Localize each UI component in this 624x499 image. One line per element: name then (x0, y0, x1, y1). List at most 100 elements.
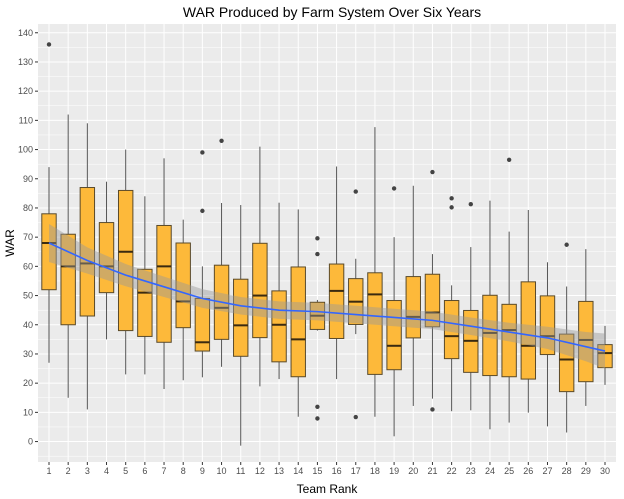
y-tick-label: 20 (23, 378, 33, 388)
y-tick-label: 90 (23, 174, 33, 184)
y-tick-label: 70 (23, 232, 33, 242)
box-iqr (482, 294, 498, 377)
x-axis-label: Team Rank (297, 482, 359, 496)
box-26 (520, 210, 537, 413)
box-iqr (271, 290, 287, 363)
smooth-line (48, 242, 606, 352)
box-iqr (79, 187, 96, 317)
x-tick-label: 9 (200, 466, 205, 476)
box-iqr (501, 303, 517, 378)
outlier-point (353, 414, 358, 420)
x-tick-label: 11 (236, 466, 245, 476)
boxes (41, 42, 613, 446)
outlier-point (449, 205, 454, 210)
x-tick-label: 14 (293, 466, 303, 476)
box-8 (175, 219, 191, 381)
box-iqr (117, 189, 134, 332)
x-tick-label: 6 (142, 466, 147, 476)
box-iqr (175, 242, 191, 329)
x-tick-label: 4 (104, 466, 109, 476)
box-iqr (405, 276, 421, 339)
box-20 (405, 185, 421, 406)
y-axis-label: WAR (3, 229, 17, 257)
y-tick-label: 60 (23, 261, 33, 271)
outlier-point (391, 186, 397, 191)
box-iqr (290, 266, 306, 378)
x-tick-label: 3 (85, 466, 90, 476)
outlier-point (200, 150, 205, 155)
x-tick-label: 20 (408, 466, 418, 476)
x-tick-label: 26 (523, 466, 533, 476)
box-iqr (424, 273, 441, 328)
outlier-point (430, 169, 435, 175)
box-29 (578, 249, 594, 406)
box-iqr (520, 281, 537, 380)
box-2 (60, 114, 76, 398)
box-iqr (328, 263, 345, 339)
y-axis: 0 10 20 30 40 50 60 70 80 90 100 110 120 130 140 (18, 28, 38, 447)
box-18 (367, 127, 383, 417)
box-11 (233, 205, 249, 446)
box-iqr (539, 295, 556, 356)
y-tick-label: 120 (18, 86, 33, 96)
x-tick-label: 28 (562, 466, 572, 476)
box-27 (539, 262, 556, 427)
x-tick-label: 24 (485, 466, 495, 476)
x-tick-label: 1 (46, 466, 51, 476)
confidence-band (49, 224, 605, 369)
outlier-point (430, 407, 435, 412)
box-24 (482, 200, 498, 430)
box-iqr (60, 233, 76, 326)
outlier-point (449, 196, 454, 201)
box-22 (443, 196, 460, 412)
box-4 (98, 181, 115, 340)
y-tick-label: 100 (18, 145, 33, 155)
outlier-point (564, 242, 569, 247)
outlier-point (506, 157, 512, 162)
y-tick-label: 10 (23, 407, 33, 417)
box-iqr (41, 213, 57, 291)
box-iqr (558, 333, 575, 393)
x-tick-label: 18 (370, 466, 380, 476)
box-13 (271, 202, 287, 380)
box-16 (328, 166, 345, 380)
x-tick-label: 21 (427, 466, 437, 476)
plot-panel (38, 24, 616, 462)
y-tick-label: 0 (28, 437, 33, 447)
box-6 (137, 196, 153, 375)
box-12 (252, 146, 268, 387)
box-iqr (367, 272, 383, 375)
box-iqr (443, 300, 460, 360)
x-tick-label: 8 (181, 466, 186, 476)
outlier-point (46, 42, 52, 47)
x-tick-label: 29 (581, 466, 591, 476)
x-axis: 1 2 3 4 5 6 7 8 9 10 11 12 13 14 15 16 17 18 19 20 21 22 23 24 2… (46, 462, 610, 476)
x-tick-label: 10 (217, 466, 227, 476)
x-tick-label: 25 (504, 466, 514, 476)
outlier-point (219, 138, 224, 143)
outlier-point (200, 208, 205, 214)
x-tick-label: 16 (332, 466, 342, 476)
box-iqr (252, 242, 268, 339)
box-15 (309, 236, 326, 421)
box-iqr (137, 268, 153, 337)
chart-title: WAR Produced by Farm System Over Six Yea… (183, 4, 481, 20)
x-tick-label: 27 (542, 466, 552, 476)
x-tick-label: 13 (274, 466, 284, 476)
x-tick-label: 12 (255, 466, 265, 476)
box-3 (79, 123, 96, 410)
y-tick-label: 80 (23, 203, 33, 213)
x-tick-label: 22 (447, 466, 457, 476)
x-tick-label: 23 (466, 466, 476, 476)
y-tick-label: 40 (23, 320, 33, 330)
x-tick-label: 30 (600, 466, 610, 476)
box-iqr (98, 222, 115, 294)
box-14 (290, 209, 306, 417)
outlier-point (353, 189, 358, 194)
box-5 (117, 149, 134, 375)
outlier-point (315, 404, 320, 410)
outlier-point (315, 236, 320, 241)
outlier-point (468, 201, 473, 207)
box-1 (41, 42, 57, 363)
